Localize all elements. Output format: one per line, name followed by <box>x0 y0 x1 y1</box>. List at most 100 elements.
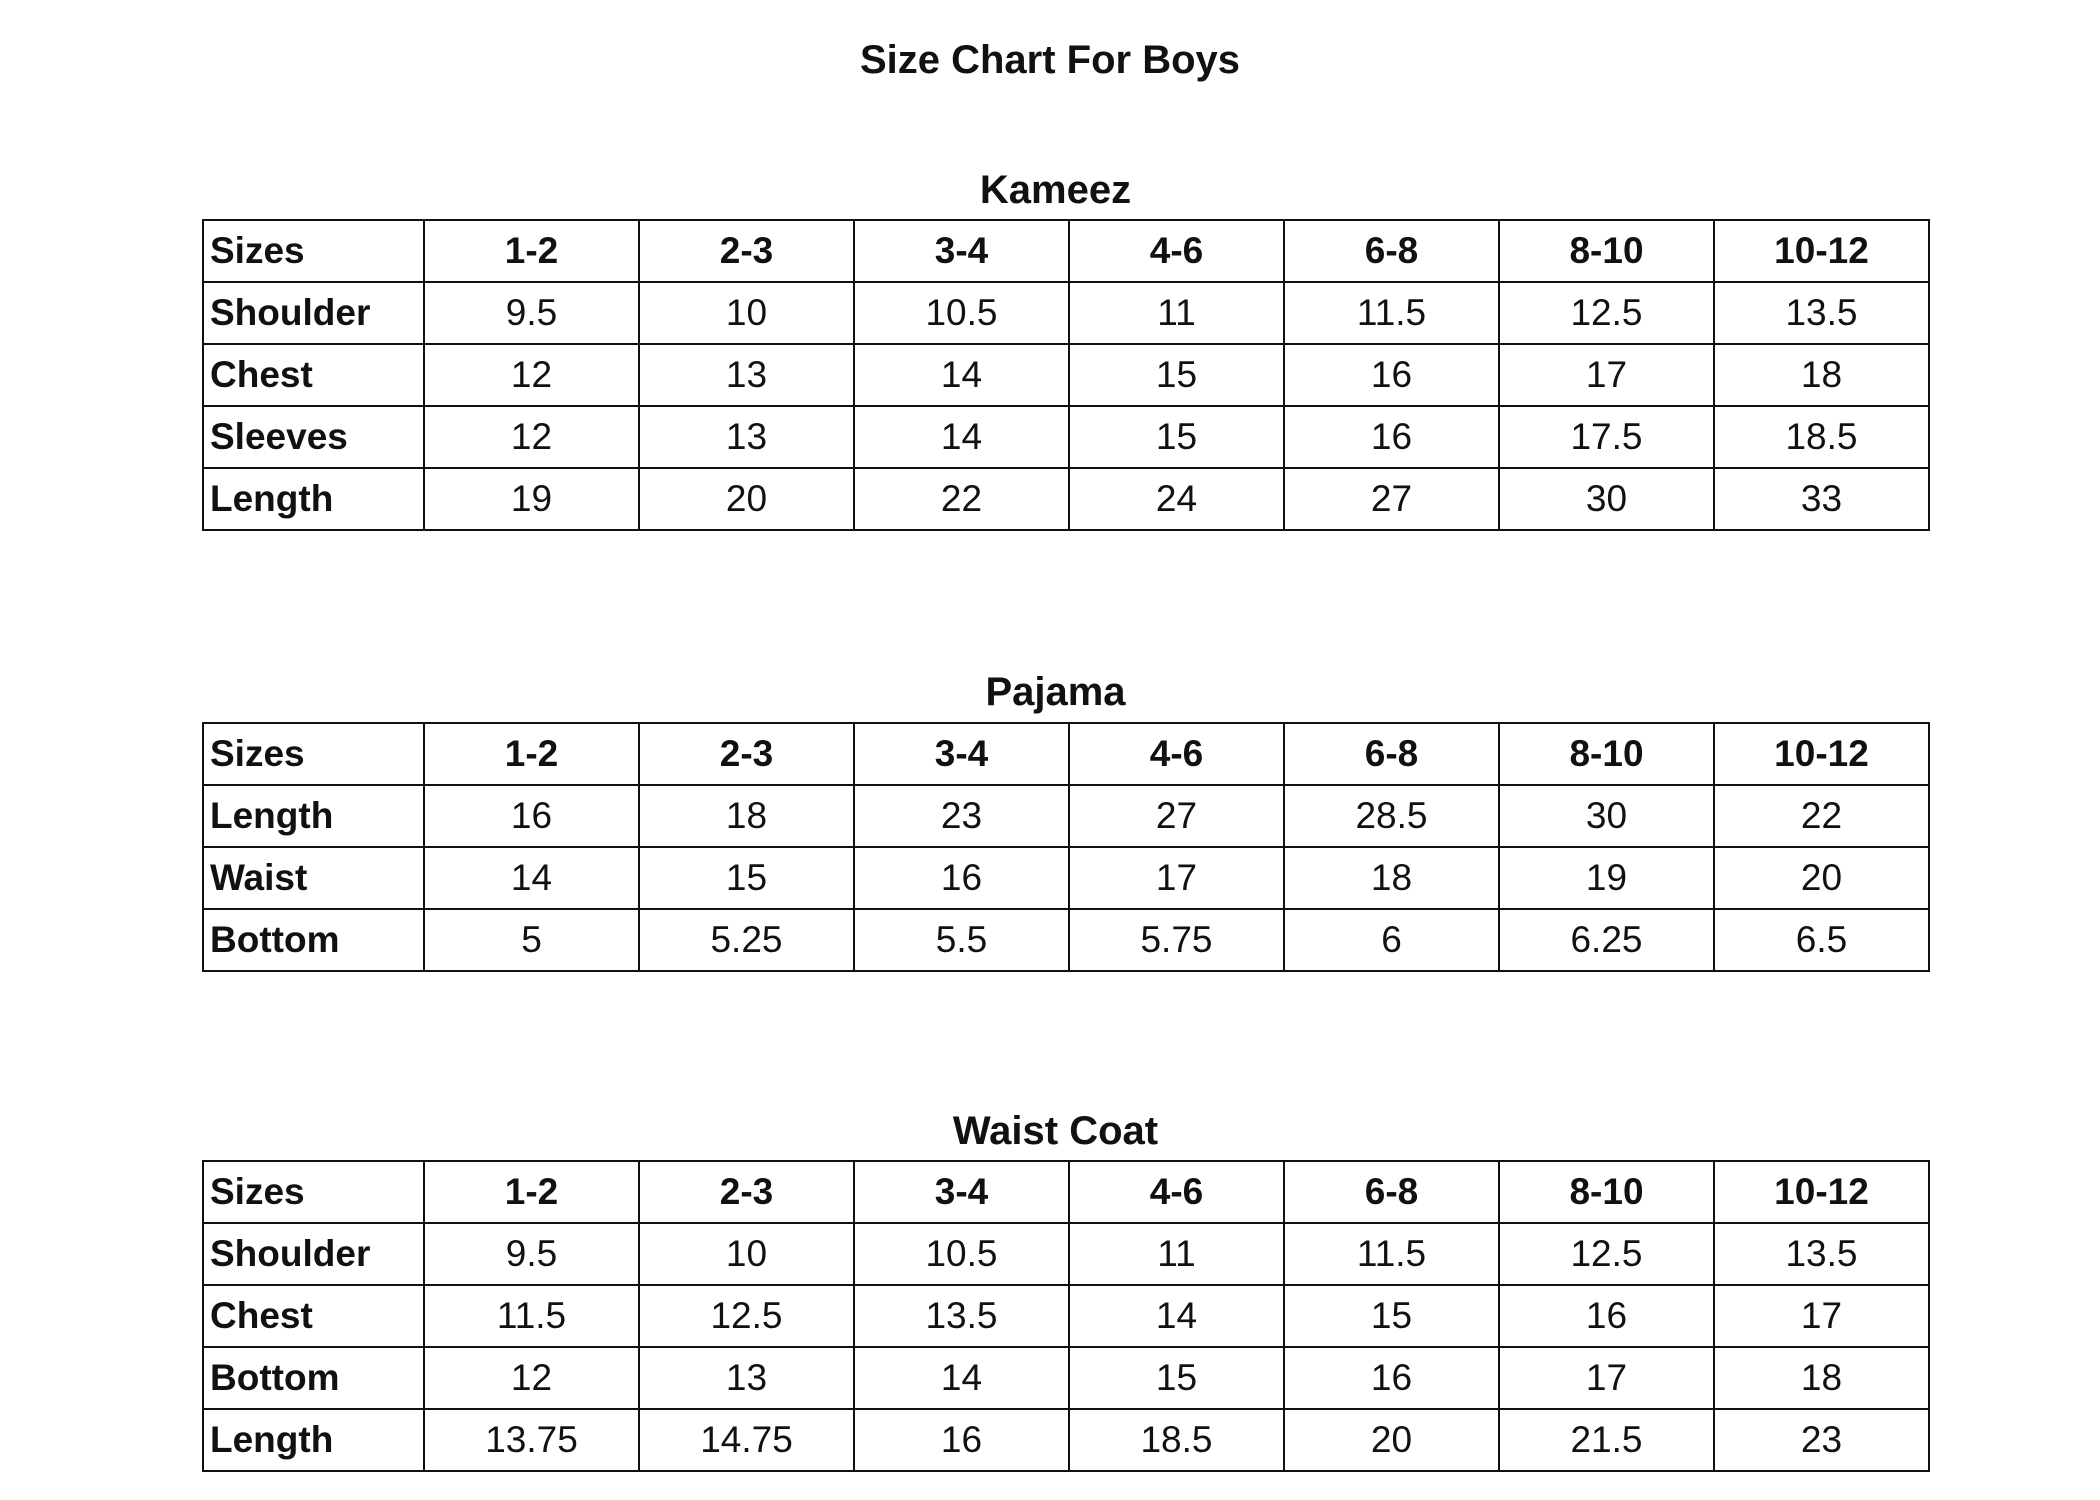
header-row: Sizes 1-2 2-3 3-4 4-6 6-8 8-10 10-12 <box>202 219 1930 283</box>
table-cell: 24 <box>1068 467 1285 531</box>
table-row: Sleeves 12 13 14 15 16 17.5 18.5 <box>202 405 1930 469</box>
table-cell: 18 <box>638 784 855 848</box>
row-label: Length <box>202 784 425 848</box>
kameez-table: Sizes 1-2 2-3 3-4 4-6 6-8 8-10 10-12 Shoulder 9.5… <box>202 219 1930 531</box>
table-cell: 11.5 <box>1283 1222 1500 1286</box>
table-cell: 16 <box>853 846 1070 910</box>
size-header: 4-6 <box>1068 219 1285 283</box>
table-row: Chest 11.5 12.5 13.5 14 15 16 17 <box>202 1284 1930 1348</box>
table-cell: 15 <box>1068 405 1285 469</box>
table-row: Shoulder 9.5 10 10.5 11 11.5 12.5 13.5 <box>202 1222 1930 1286</box>
table-cell: 23 <box>853 784 1070 848</box>
table-cell: 14 <box>853 343 1070 407</box>
table-cell: 13.5 <box>1713 281 1930 345</box>
table-cell: 14 <box>1068 1284 1285 1348</box>
row-label: Sleeves <box>202 405 425 469</box>
table-cell: 12 <box>423 1346 640 1410</box>
table-cell: 11 <box>1068 1222 1285 1286</box>
table-cell: 12.5 <box>1498 281 1715 345</box>
size-header: 10-12 <box>1713 1160 1930 1224</box>
table-cell: 22 <box>853 467 1070 531</box>
table-cell: 17 <box>1498 343 1715 407</box>
table-cell: 17 <box>1498 1346 1715 1410</box>
header-label: Sizes <box>202 1160 425 1224</box>
table-cell: 5.75 <box>1068 908 1285 972</box>
table-cell: 12 <box>423 343 640 407</box>
size-header: 2-3 <box>638 722 855 786</box>
table-cell: 10.5 <box>853 1222 1070 1286</box>
table-cell: 33 <box>1713 467 1930 531</box>
table-cell: 15 <box>1283 1284 1500 1348</box>
table-cell: 13.5 <box>853 1284 1070 1348</box>
table-cell: 11.5 <box>423 1284 640 1348</box>
table-cell: 12 <box>423 405 640 469</box>
size-header: 6-8 <box>1283 722 1500 786</box>
table-cell: 16 <box>853 1408 1070 1472</box>
size-header: 4-6 <box>1068 1160 1285 1224</box>
table-cell: 5 <box>423 908 640 972</box>
row-label: Chest <box>202 343 425 407</box>
table-cell: 13 <box>638 343 855 407</box>
size-header: 1-2 <box>423 219 640 283</box>
table-cell: 9.5 <box>423 1222 640 1286</box>
table-cell: 18 <box>1713 1346 1930 1410</box>
header-row: Sizes 1-2 2-3 3-4 4-6 6-8 8-10 10-12 <box>202 722 1930 786</box>
size-header: 6-8 <box>1283 1160 1500 1224</box>
table-cell: 19 <box>1498 846 1715 910</box>
table-cell: 30 <box>1498 467 1715 531</box>
size-header: 2-3 <box>638 219 855 283</box>
size-header: 6-8 <box>1283 219 1500 283</box>
row-label: Length <box>202 1408 425 1472</box>
table-cell: 17 <box>1713 1284 1930 1348</box>
table-cell: 6.5 <box>1713 908 1930 972</box>
table-row: Bottom 5 5.25 5.5 5.75 6 6.25 6.5 <box>202 908 1930 972</box>
table-cell: 13 <box>638 405 855 469</box>
size-header: 1-2 <box>423 722 640 786</box>
pajama-table: Sizes 1-2 2-3 3-4 4-6 6-8 8-10 10-12 Length 16 18 2… <box>202 722 1930 972</box>
table-cell: 10 <box>638 281 855 345</box>
table-cell: 15 <box>1068 343 1285 407</box>
table-cell: 23 <box>1713 1408 1930 1472</box>
size-header: 4-6 <box>1068 722 1285 786</box>
table-cell: 10.5 <box>853 281 1070 345</box>
table-row: Chest 12 13 14 15 16 17 18 <box>202 343 1930 407</box>
size-header: 10-12 <box>1713 219 1930 283</box>
table-cell: 15 <box>638 846 855 910</box>
table-cell: 13.75 <box>423 1408 640 1472</box>
waist-coat-table: Sizes 1-2 2-3 3-4 4-6 6-8 8-10 10-12 Shoulder 9.5… <box>202 1160 1930 1472</box>
table-cell: 20 <box>1283 1408 1500 1472</box>
size-header: 8-10 <box>1498 722 1715 786</box>
table-cell: 18.5 <box>1713 405 1930 469</box>
table-row: Waist 14 15 16 17 18 19 20 <box>202 846 1930 910</box>
table-cell: 11 <box>1068 281 1285 345</box>
kameez-title: Kameez <box>979 168 1132 212</box>
table-cell: 9.5 <box>423 281 640 345</box>
pajama-title: Pajama <box>985 670 1126 714</box>
size-header: 1-2 <box>423 1160 640 1224</box>
table-cell: 14 <box>853 405 1070 469</box>
table-cell: 6.25 <box>1498 908 1715 972</box>
table-cell: 16 <box>1283 405 1500 469</box>
table-row: Length 19 20 22 24 27 30 33 <box>202 467 1930 531</box>
table-cell: 28.5 <box>1283 784 1500 848</box>
table-cell: 14 <box>423 846 640 910</box>
table-cell: 21.5 <box>1498 1408 1715 1472</box>
table-cell: 27 <box>1068 784 1285 848</box>
table-cell: 18.5 <box>1068 1408 1285 1472</box>
table-cell: 14.75 <box>638 1408 855 1472</box>
size-header: 3-4 <box>853 1160 1070 1224</box>
table-cell: 22 <box>1713 784 1930 848</box>
page-title: Size Chart For Boys <box>859 38 1241 82</box>
size-header: 2-3 <box>638 1160 855 1224</box>
waist-coat-title: Waist Coat <box>952 1109 1159 1153</box>
table-row: Bottom 12 13 14 15 16 17 18 <box>202 1346 1930 1410</box>
table-cell: 16 <box>1283 343 1500 407</box>
table-cell: 13.5 <box>1713 1222 1930 1286</box>
row-label: Length <box>202 467 425 531</box>
size-header: 10-12 <box>1713 722 1930 786</box>
table-cell: 16 <box>423 784 640 848</box>
table-cell: 17 <box>1068 846 1285 910</box>
table-cell: 12.5 <box>1498 1222 1715 1286</box>
row-label: Shoulder <box>202 1222 425 1286</box>
table-cell: 5.5 <box>853 908 1070 972</box>
